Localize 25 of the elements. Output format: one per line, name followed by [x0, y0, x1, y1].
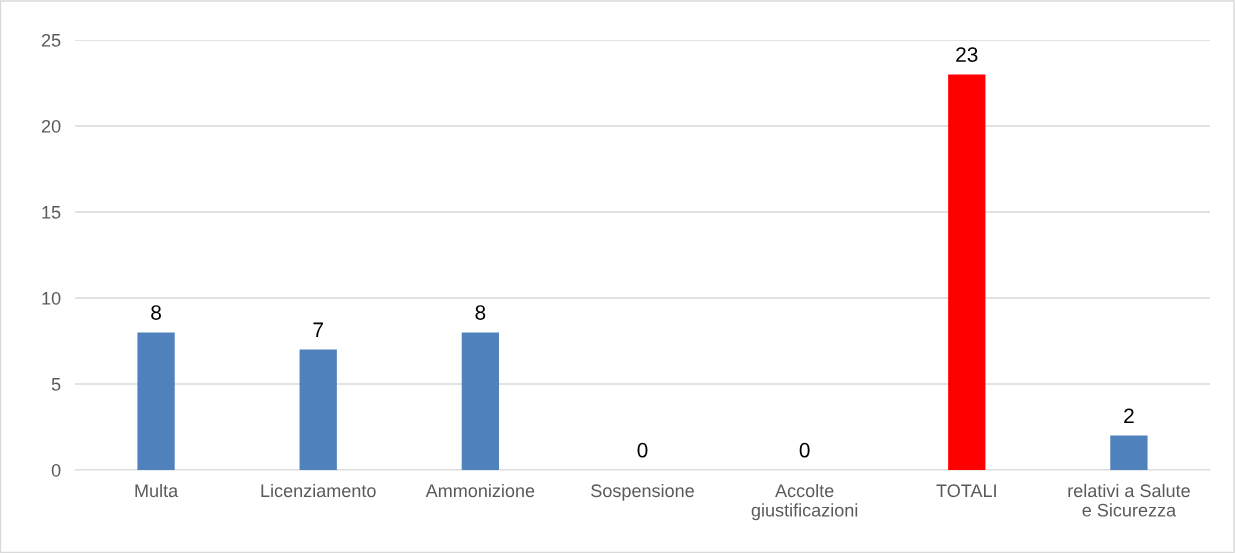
x-tick-label: Sospensione: [591, 483, 694, 501]
x-tick-label: TOTALI: [936, 484, 996, 498]
bar: [461, 332, 499, 470]
data-label: 2: [1124, 408, 1134, 423]
x-tick-label: Licenziamento: [261, 483, 376, 498]
data-label: 23: [956, 47, 978, 62]
x-tick-label: Ammonizione: [425, 483, 535, 498]
y-tick-label: 15: [42, 206, 61, 219]
data-label: 8: [151, 305, 161, 320]
x-tick-label: Accolte giustificazioni: [751, 483, 858, 521]
y-tick-label: 5: [51, 378, 61, 391]
bar: [948, 74, 986, 470]
y-tick-label: 25: [41, 33, 61, 47]
data-label: 8: [475, 305, 486, 320]
bar: [299, 349, 337, 470]
data-label: 0: [799, 442, 810, 458]
x-tick-label: relativi a Salute e Sicurezza: [1068, 483, 1190, 517]
data-label: 7: [313, 322, 323, 337]
y-tick-label: 10: [42, 291, 61, 305]
data-label: 0: [637, 442, 648, 458]
y-tick-label: 20: [41, 119, 61, 133]
x-tick-label: Multa: [135, 483, 179, 498]
y-tick-label: 0: [51, 463, 61, 477]
bar: [137, 332, 175, 470]
bar: [1110, 435, 1148, 470]
